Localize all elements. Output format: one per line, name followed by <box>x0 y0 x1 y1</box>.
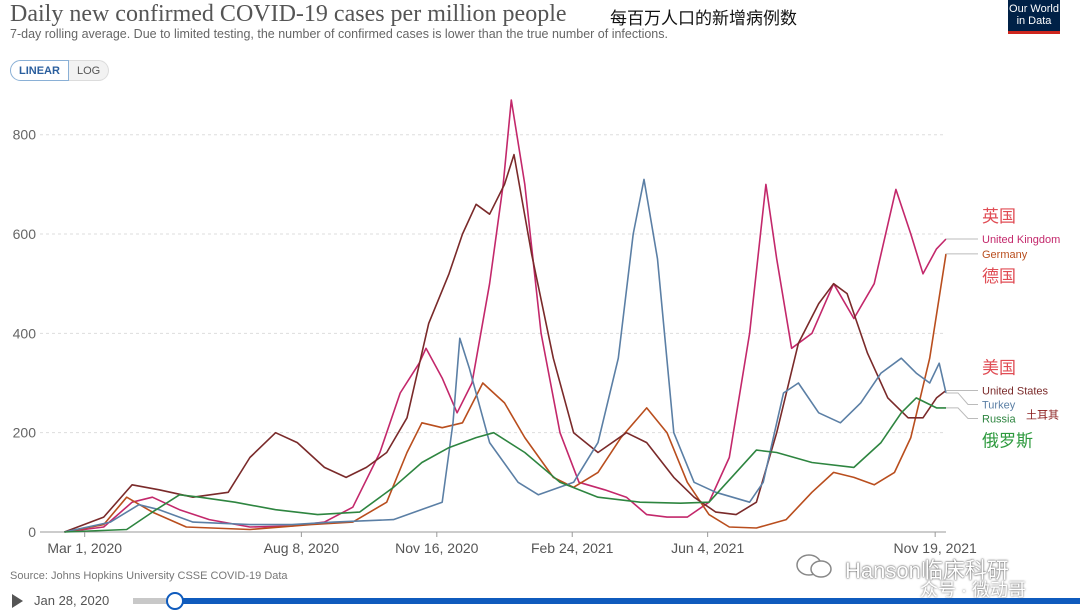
chinese-annotation: 土耳其 <box>1026 408 1059 421</box>
logo-line-1: Our World <box>1009 3 1059 15</box>
legend-connector <box>946 392 978 405</box>
watermark-subtext: 众号 · 微动哥 <box>920 580 1026 600</box>
timeline-slider: Jan 28, 2020 <box>0 588 1080 614</box>
y-tick-label: 200 <box>13 425 37 441</box>
x-tick-label: Nov 16, 2020 <box>395 540 478 556</box>
x-tick-label: Jun 4, 2021 <box>671 540 744 556</box>
log-scale-button[interactable]: LOG <box>68 60 110 81</box>
scale-toggle: LINEAR LOG <box>10 60 110 81</box>
chinese-annotation: 英国 <box>982 207 1016 227</box>
y-tick-label: 600 <box>13 226 37 242</box>
legend-label: Germany <box>982 249 1028 261</box>
play-icon[interactable] <box>12 594 23 608</box>
series-line-united-kingdom <box>64 99 947 533</box>
legend-label: Russia <box>982 413 1017 425</box>
x-tick-label: Feb 24, 2021 <box>531 540 614 556</box>
linear-scale-button[interactable]: LINEAR <box>10 60 69 81</box>
timeline-track-unselected <box>133 598 175 604</box>
x-tick-label: Mar 1, 2020 <box>47 540 122 556</box>
chart-subtitle: 7-day rolling average. Due to limited te… <box>10 27 668 41</box>
series-line-germany <box>64 253 947 533</box>
y-tick-label: 800 <box>13 127 37 143</box>
owid-logo[interactable]: Our World in Data <box>1008 0 1060 34</box>
y-tick-label: 400 <box>13 325 37 341</box>
series-line-united-states <box>64 153 947 533</box>
source-note: Source: Johns Hopkins University CSSE CO… <box>10 570 288 582</box>
chinese-annotation: 美国 <box>982 358 1016 378</box>
timeline-handle[interactable] <box>166 592 184 610</box>
x-tick-label: Aug 8, 2020 <box>264 540 340 556</box>
series-line-turkey <box>64 178 947 533</box>
logo-line-2: in Data <box>1016 15 1052 27</box>
legend-label: United Kingdom <box>982 234 1060 246</box>
legend-label: Turkey <box>982 399 1016 411</box>
legend-connector <box>946 407 978 419</box>
y-tick-label: 0 <box>28 524 36 540</box>
chart-title: Daily new confirmed COVID-19 cases per m… <box>10 1 567 27</box>
timeline-track[interactable] <box>133 598 1080 604</box>
timeline-start-date: Jan 28, 2020 <box>34 593 110 608</box>
x-tick-label: Nov 19, 2021 <box>894 540 977 556</box>
legend-label: United States <box>982 385 1049 397</box>
watermark-text: Hanson临床科研 <box>845 558 1009 583</box>
chinese-title-annotation: 每百万人口的新增病例数 <box>610 9 797 28</box>
chinese-annotation: 俄罗斯 <box>982 431 1033 451</box>
wechat-icon <box>796 554 832 578</box>
chinese-annotation: 德国 <box>982 267 1016 287</box>
series-line-russia <box>64 397 946 533</box>
